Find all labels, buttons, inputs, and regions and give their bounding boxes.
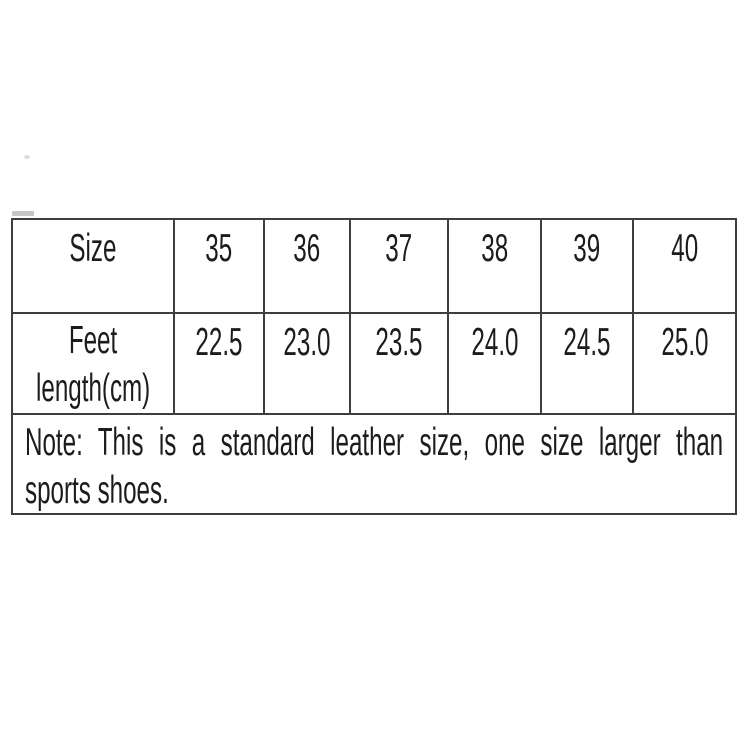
size-value-cell: 35 xyxy=(175,220,265,312)
feet-label-line1: Feet xyxy=(68,318,118,362)
feet-length-row: Feet length(cm) 22.5 23.0 23.5 24.0 24.5… xyxy=(13,312,735,413)
feet-length-value-cell: 24.5 xyxy=(542,314,634,413)
size-header-row: Size 35 36 37 38 39 40 xyxy=(13,220,735,312)
feet-length-header-cell: Feet length(cm) xyxy=(13,314,175,413)
size-value-cell: 36 xyxy=(265,220,351,312)
note-row: Note: This is a standard leather size, o… xyxy=(13,413,735,519)
note-text-line2-wrap: sports shoes. xyxy=(25,467,721,515)
feet-length-value-cell: 22.5 xyxy=(175,314,265,413)
size-chart-table: Size 35 36 37 38 39 40 Feet xyxy=(11,218,737,515)
size-value-cell: 37 xyxy=(351,220,449,312)
feet-length-value-cell: 23.0 xyxy=(265,314,351,413)
note-text-line2: sports shoes. xyxy=(25,469,169,512)
size-value: 36 xyxy=(293,227,321,270)
size-value-cell: 38 xyxy=(449,220,542,312)
feet-length-value-cell: 25.0 xyxy=(634,314,735,413)
size-value: 37 xyxy=(385,227,413,270)
feet-label-line2: length(cm) xyxy=(35,366,151,410)
size-value-cell: 40 xyxy=(634,220,735,312)
feet-length-value: 23.5 xyxy=(375,321,423,364)
feet-length-value: 24.0 xyxy=(470,321,519,364)
feet-length-value-cell: 23.5 xyxy=(351,314,449,413)
scan-artifact-corner xyxy=(12,211,34,216)
size-value-cell: 39 xyxy=(542,220,634,312)
size-value: 38 xyxy=(481,227,508,270)
feet-length-value: 23.0 xyxy=(283,321,331,364)
feet-length-value: 22.5 xyxy=(195,321,243,364)
size-header-label: Size xyxy=(69,227,117,270)
size-value: 40 xyxy=(671,227,698,270)
scan-artifact-dot xyxy=(24,155,30,159)
note-text-line1: Note: This is a standard leather size, o… xyxy=(25,421,724,464)
feet-length-value: 24.5 xyxy=(563,321,611,364)
size-value: 35 xyxy=(205,227,233,270)
feet-length-value: 25.0 xyxy=(660,321,709,364)
size-value: 39 xyxy=(573,227,601,270)
size-header-cell: Size xyxy=(13,220,175,312)
feet-length-value-cell: 24.0 xyxy=(449,314,542,413)
